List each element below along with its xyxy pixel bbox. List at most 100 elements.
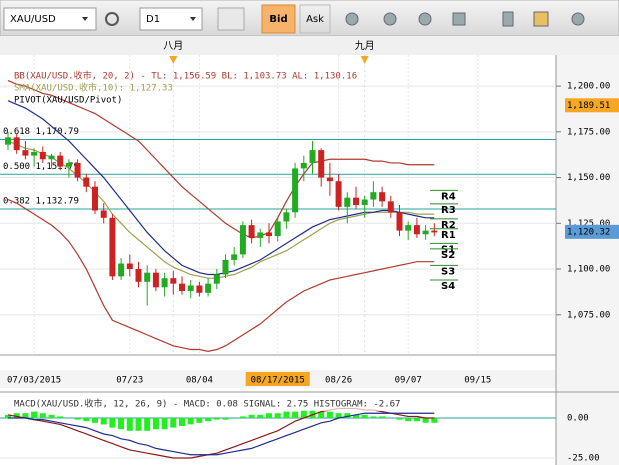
- histogram-bar: [144, 418, 150, 431]
- candle-body: [196, 285, 202, 292]
- candle-body: [344, 198, 350, 207]
- histogram-bar: [31, 412, 37, 418]
- x-tick-label: 08/04: [186, 376, 213, 386]
- histogram-bar: [118, 418, 124, 429]
- candle-body: [214, 275, 220, 284]
- histogram-bar: [405, 418, 411, 421]
- candle-body: [266, 232, 272, 236]
- x-tick-label: 07/23: [116, 376, 143, 386]
- candle-body: [249, 225, 255, 238]
- candle-body: [153, 273, 159, 288]
- histogram-bar: [266, 413, 272, 418]
- y-tick-label: 1,100.00: [567, 265, 610, 275]
- histogram-bar: [240, 416, 246, 418]
- histogram-bar: [370, 416, 376, 418]
- candle-body: [379, 192, 385, 201]
- histogram-bar: [292, 412, 298, 418]
- month-label: 八月: [163, 40, 183, 52]
- histogram-bar: [275, 413, 281, 418]
- histogram-bar: [101, 418, 107, 424]
- candle-body: [144, 273, 150, 282]
- candle-body: [336, 181, 342, 207]
- candle-body: [179, 284, 185, 291]
- candle-body: [101, 210, 107, 217]
- fib-label: 0.618 1,170.79: [3, 127, 79, 137]
- tool-icon[interactable]: [453, 13, 465, 25]
- candle-body: [231, 254, 237, 259]
- histogram-bar: [127, 418, 133, 431]
- candle-body: [57, 156, 63, 167]
- histogram-bar: [188, 418, 194, 424]
- candle-body: [109, 218, 115, 277]
- candle-body: [310, 150, 316, 163]
- histogram-bar: [431, 418, 437, 423]
- chart-type-button[interactable]: [218, 8, 244, 30]
- tool-icon[interactable]: [503, 12, 513, 26]
- pivot-label: R4: [441, 191, 456, 202]
- tool-icon[interactable]: [384, 13, 396, 25]
- candle-body: [275, 221, 281, 236]
- candle-body: [353, 198, 359, 205]
- candle-body: [31, 152, 37, 156]
- pivot-label: S2: [441, 250, 455, 261]
- candle-body: [75, 163, 81, 178]
- y-tick-label: 1,150.00: [567, 173, 610, 183]
- histogram-bar: [75, 418, 81, 420]
- y-tick-label: 1,075.00: [567, 310, 610, 320]
- candle-body: [170, 278, 176, 283]
- candle-body: [257, 232, 263, 237]
- histogram-bar: [153, 418, 159, 429]
- x-tick-label: 07/03/2015: [7, 376, 61, 386]
- histogram-bar: [57, 416, 63, 418]
- histogram-bar: [379, 416, 385, 418]
- pivot-label: S3: [441, 266, 455, 277]
- candle-body: [40, 152, 46, 159]
- pivot-label: R1: [441, 230, 456, 241]
- histogram-bar: [196, 418, 202, 423]
- candle-body: [188, 285, 194, 290]
- tool-icon[interactable]: [419, 13, 431, 25]
- candle-body: [405, 225, 411, 230]
- candle-body: [397, 212, 403, 230]
- candle-body: [49, 156, 55, 160]
- symbol-text: XAU/USD: [10, 14, 56, 25]
- fib-label: 0.382 1,132.79: [3, 197, 79, 207]
- candle-body: [292, 168, 298, 212]
- histogram-bar: [414, 418, 420, 421]
- candle-body: [362, 200, 368, 205]
- month-label: 九月: [355, 40, 375, 52]
- histogram-bar: [205, 418, 211, 421]
- candle-body: [136, 269, 142, 282]
- month-strip: [0, 36, 619, 55]
- histogram-bar: [49, 415, 55, 418]
- candle-body: [66, 163, 72, 167]
- histogram-bar: [136, 418, 142, 431]
- histogram-bar: [162, 418, 168, 429]
- x-tick-label: 08/17/2015: [251, 376, 305, 386]
- tool-icon[interactable]: [572, 13, 584, 25]
- tool-icon[interactable]: [534, 12, 548, 26]
- x-tick-label: 08/26: [325, 376, 352, 386]
- candle-body: [423, 231, 429, 235]
- candle-body: [83, 178, 89, 187]
- histogram-bar: [179, 418, 185, 426]
- pivot-label: S4: [441, 281, 455, 292]
- bid-text: Bid: [269, 14, 287, 25]
- legend-text: BB(XAU/USD.收市, 20, 2) - TL: 1,156.59 BL:…: [14, 70, 357, 82]
- histogram-bar: [362, 415, 368, 418]
- candle-body: [223, 260, 229, 275]
- candle-body: [92, 187, 98, 211]
- tool-icon[interactable]: [346, 13, 358, 25]
- candle-body: [127, 264, 133, 269]
- ask-text: Ask: [306, 14, 324, 25]
- histogram-bar: [423, 418, 429, 423]
- histogram-bar: [109, 418, 115, 428]
- histogram-bar: [249, 415, 255, 418]
- pivot-label: R3: [441, 205, 456, 216]
- candle-body: [388, 201, 394, 212]
- candle-body: [370, 192, 376, 199]
- candle-body: [162, 278, 168, 287]
- candle-body: [327, 178, 333, 182]
- histogram-bar: [92, 418, 98, 423]
